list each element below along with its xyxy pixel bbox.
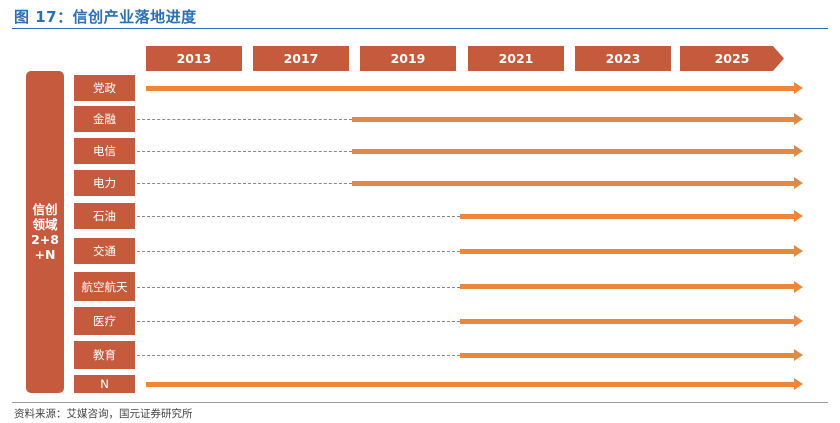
year-label-2013: 2013 [146, 46, 242, 71]
category-label: 党政 [74, 75, 135, 101]
adoption-arrow [146, 82, 803, 94]
adoption-arrow [352, 145, 803, 157]
bottom-divider [12, 402, 828, 403]
source-note: 资料来源：艾媒咨询，国元证券研究所 [14, 408, 193, 420]
adoption-arrow [460, 280, 803, 293]
adoption-arrow [352, 177, 803, 189]
pre-adoption-dashed-line [137, 119, 352, 120]
pre-adoption-dashed-line [137, 216, 460, 217]
adoption-arrow [460, 349, 803, 361]
figure-title: 图 17：信创产业落地进度 [14, 8, 197, 26]
category-label: 电信 [74, 138, 135, 164]
pre-adoption-dashed-line [137, 286, 460, 288]
category-label: 医疗 [74, 307, 135, 335]
year-label-2017: 2017 [253, 46, 349, 71]
year-label-2021: 2021 [468, 46, 564, 71]
adoption-arrow [146, 378, 803, 390]
category-label: 石油 [74, 203, 135, 229]
pre-adoption-dashed-line [137, 151, 352, 152]
adoption-arrow [460, 245, 803, 257]
year-label-2019: 2019 [360, 46, 456, 71]
category-label: 航空航天 [74, 272, 135, 301]
pre-adoption-dashed-line [137, 321, 460, 322]
category-label: 教育 [74, 341, 135, 369]
title-divider [12, 28, 828, 29]
pre-adoption-dashed-line [137, 183, 352, 184]
category-label: 交通 [74, 238, 135, 264]
year-label-2023: 2023 [575, 46, 671, 71]
category-label: 金融 [74, 106, 135, 132]
pre-adoption-dashed-line [137, 251, 460, 252]
adoption-arrow [460, 210, 803, 222]
adoption-arrow [460, 315, 803, 327]
category-label: N [74, 375, 135, 393]
domain-label: 信创 领域 2+8 +N [31, 202, 59, 262]
category-label: 电力 [74, 170, 135, 196]
domain-label-box: 信创 领域 2+8 +N [26, 71, 64, 393]
year-label-2025: 2025 [680, 46, 784, 71]
adoption-arrow [352, 113, 803, 125]
pre-adoption-dashed-line [137, 355, 460, 356]
